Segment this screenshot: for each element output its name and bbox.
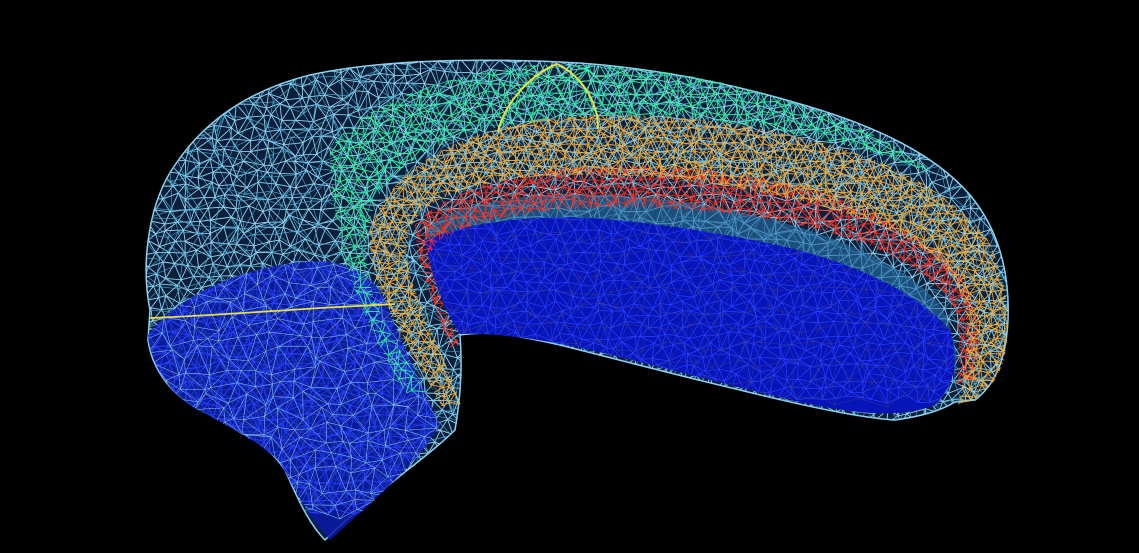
yellow-horizontal-path — [149, 303, 396, 319]
yellow-arc-path — [497, 62, 599, 133]
inner-rim-band — [425, 194, 957, 390]
